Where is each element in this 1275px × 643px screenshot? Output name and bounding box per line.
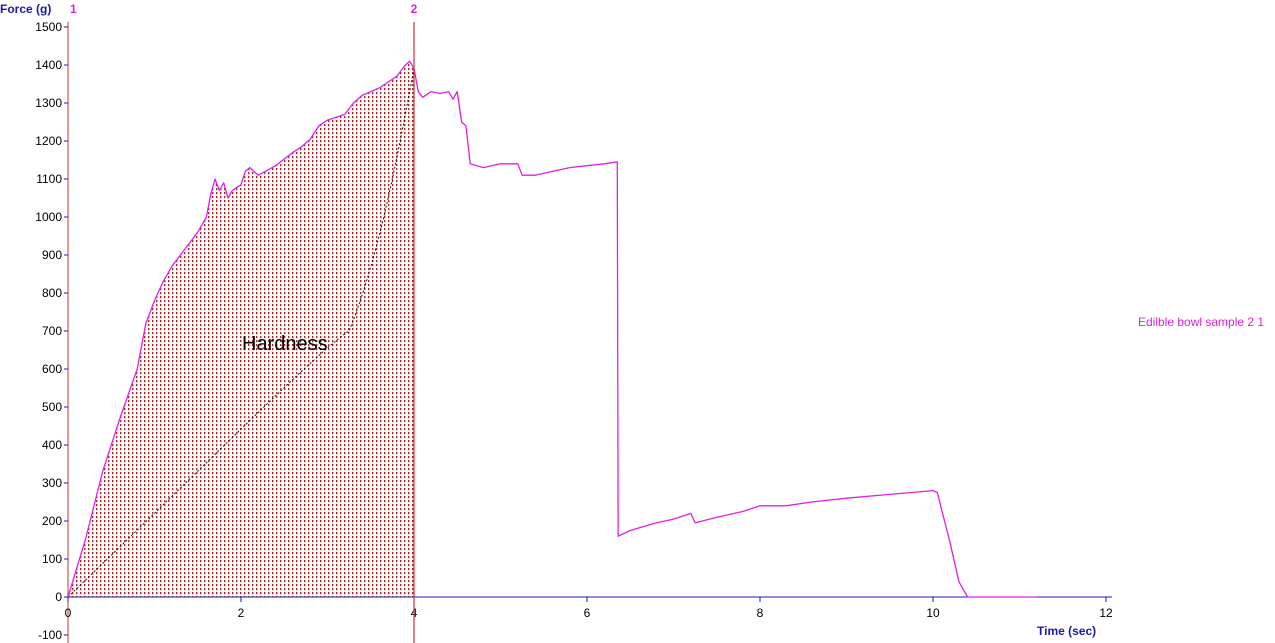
y-tick-label: 400: [42, 438, 62, 452]
y-tick-label: 1400: [35, 58, 62, 72]
x-tick-label: 6: [584, 606, 591, 620]
y-tick-label: 300: [42, 476, 62, 490]
hardness-annotation: Hardness: [242, 333, 328, 355]
y-tick-label: 1500: [35, 20, 62, 34]
x-tick-label: 8: [757, 606, 764, 620]
hardness-area-group: [68, 61, 414, 597]
hardness-dashed-curve: [67, 68, 415, 598]
y-tick-label: -100: [38, 628, 62, 642]
y-tick-label: 0: [55, 590, 62, 604]
axes-group: -100010020030040050060070080090010001100…: [35, 20, 1113, 643]
y-tick-label: 600: [42, 362, 62, 376]
y-tick-label: 1000: [35, 210, 62, 224]
y-tick-label: 800: [42, 286, 62, 300]
marker-label: 2: [411, 2, 418, 16]
y-tick-label: 100: [42, 552, 62, 566]
marker-label: 1: [70, 2, 77, 16]
y-tick-label: 900: [42, 248, 62, 262]
legend-entry: Edilble bowl sample 2 1: [1138, 315, 1264, 329]
x-axis-label: Time (sec): [1037, 624, 1096, 638]
x-tick-label: 10: [926, 606, 940, 620]
y-tick-label: 1100: [36, 172, 62, 186]
y-tick-label: 1200: [35, 134, 62, 148]
x-tick-label: 2: [238, 606, 245, 620]
y-tick-label: 200: [42, 514, 62, 528]
series-line: [67, 60, 1037, 598]
annotation-dashed-group: [67, 68, 415, 598]
y-tick-label: 700: [42, 324, 62, 338]
series-group: [67, 60, 1037, 598]
x-tick-label: 12: [1099, 606, 1113, 620]
y-tick-label: 500: [42, 400, 62, 414]
y-tick-label: 1300: [35, 96, 62, 110]
y-axis-label: Force (g): [0, 2, 51, 16]
x-tick-label: 0: [65, 606, 72, 620]
hardness-area: [68, 61, 414, 597]
